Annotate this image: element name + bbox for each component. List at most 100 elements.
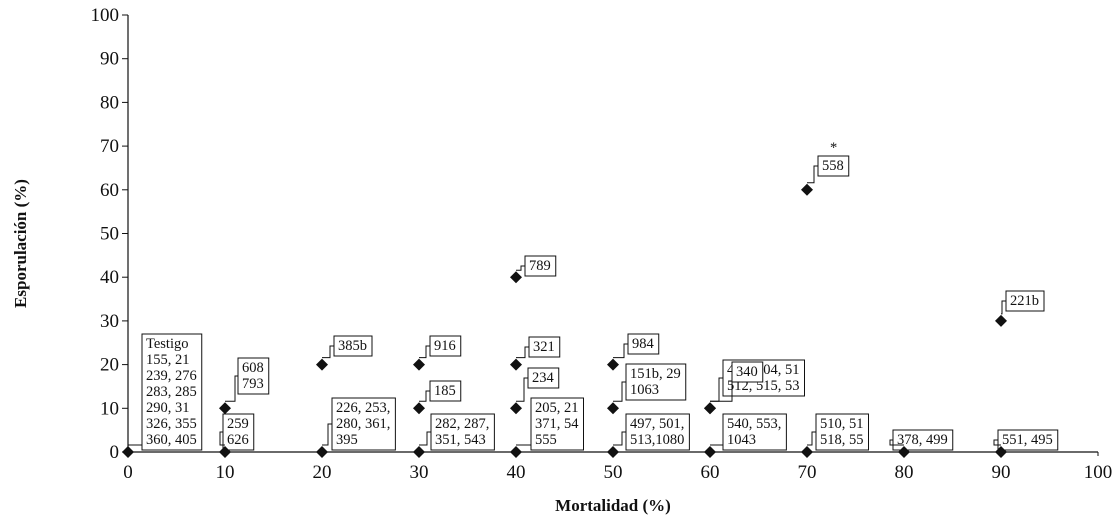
data-point-marker [995, 446, 1007, 458]
point-label: 984 [613, 333, 660, 359]
label-box [430, 413, 495, 451]
leader-line [807, 165, 818, 184]
leader-line [613, 381, 626, 402]
point-label-text: 518, 55 [820, 432, 864, 448]
data-point-marker [219, 402, 231, 415]
data-point-marker [413, 358, 425, 371]
point-label-text: 221b [1010, 293, 1039, 309]
point-label: 226, 253,280, 361,395 [322, 397, 396, 451]
label-box [141, 333, 203, 451]
x-tick-label: 60 [701, 462, 720, 483]
y-tick-label: 50 [100, 224, 119, 245]
point-label-text: 151b, 29 [630, 366, 681, 382]
leader-line [516, 265, 525, 271]
x-tick-label: 20 [313, 462, 332, 483]
point-label-text: 626 [227, 432, 249, 448]
label-box [625, 413, 690, 451]
leader-line [322, 345, 334, 359]
data-point-marker [510, 446, 522, 458]
data-point-marker [704, 402, 716, 415]
y-tick-label: 90 [100, 49, 119, 70]
x-tick-label: 90 [992, 462, 1011, 483]
y-tick-label: 70 [100, 136, 119, 157]
data-point-marker [607, 446, 619, 458]
data-point-marker [316, 446, 328, 458]
point-label-text: 378, 499 [897, 432, 948, 448]
leader-line [419, 431, 431, 446]
y-tick-label: 40 [100, 267, 119, 288]
leader-line [225, 375, 238, 402]
label-box [815, 413, 869, 451]
point-label: 378, 499 [889, 429, 954, 451]
leader-line [419, 345, 430, 359]
point-label-text: 155, 21 [146, 352, 190, 368]
point-label-text: 283, 285 [146, 384, 197, 400]
point-label-text: 510, 51 [820, 416, 864, 432]
y-tick-label: 60 [100, 180, 119, 201]
point-label-text: 340 [736, 364, 758, 380]
leader-line [993, 439, 1001, 446]
data-point-marker [995, 314, 1007, 327]
data-point-marker [122, 446, 134, 458]
y-axis-title: Esporulación (%) [11, 179, 30, 308]
point-label-text: 205, 21 [535, 400, 579, 416]
data-point-marker [413, 446, 425, 458]
label-box [625, 363, 687, 401]
data-point-marker [704, 446, 716, 458]
data-point-marker [898, 446, 910, 458]
point-label: 551, 495 [993, 429, 1059, 451]
axes: 0 10 20 30 40 50 60 70 80 90 100 0 10 20 30 40 50 60 70 80 9… [91, 5, 1113, 483]
point-label-text: 540, 553, [727, 416, 781, 432]
y-tick-label: 30 [100, 311, 119, 332]
point-label-text: 984 [632, 336, 655, 352]
point-label-text: 1043 [727, 432, 756, 448]
leader-line [516, 377, 528, 402]
leader-line [219, 431, 225, 446]
point-label-text: 497, 501, [630, 416, 684, 432]
point-label: 321 [516, 336, 561, 359]
leader-line [807, 431, 816, 446]
data-point-marker [607, 402, 619, 415]
leader-line [710, 372, 733, 402]
point-label-text: 555 [535, 432, 557, 448]
point-label: 234 [516, 367, 560, 402]
point-label: 558 * [807, 140, 850, 184]
y-tick-label: 10 [100, 398, 119, 419]
data-point-marker [413, 402, 425, 415]
data-point-marker [510, 271, 522, 284]
point-label: 221b [1001, 290, 1045, 315]
leader-line [516, 346, 529, 359]
point-label-text: 326, 355 [146, 416, 197, 432]
point-label-text: 234 [532, 370, 555, 386]
point-label-text: 551, 495 [1002, 432, 1053, 448]
point-label-text: 282, 287, [435, 416, 489, 432]
data-point-marker [801, 446, 813, 458]
point-label-text: 385b [338, 338, 367, 354]
markers [122, 183, 1007, 458]
y-tick-label: 80 [100, 92, 119, 113]
point-label-text: 513,1080 [630, 432, 684, 448]
label-box [237, 357, 270, 395]
point-label-text: 321 [533, 339, 555, 355]
x-tick-label: 50 [604, 462, 623, 483]
point-label-text: 916 [434, 338, 456, 354]
data-point-marker [510, 358, 522, 371]
x-tick-label: 30 [410, 462, 429, 483]
point-label-text: 239, 276 [146, 368, 197, 384]
leader-line [516, 424, 532, 446]
data-point-marker [316, 358, 328, 371]
point-label: 540, 553,1043 [710, 413, 787, 451]
point-label: 789 [516, 255, 557, 277]
x-axis-title: Mortalidad (%) [555, 496, 671, 515]
point-label: 185 [419, 380, 462, 402]
x-tick-label: 80 [895, 462, 914, 483]
leader-line [710, 377, 723, 402]
x-tick-label: 10 [216, 462, 235, 483]
point-label: 385b [322, 335, 373, 359]
point-label: 916 [419, 335, 462, 359]
point-label-text: 360, 405 [146, 432, 197, 448]
